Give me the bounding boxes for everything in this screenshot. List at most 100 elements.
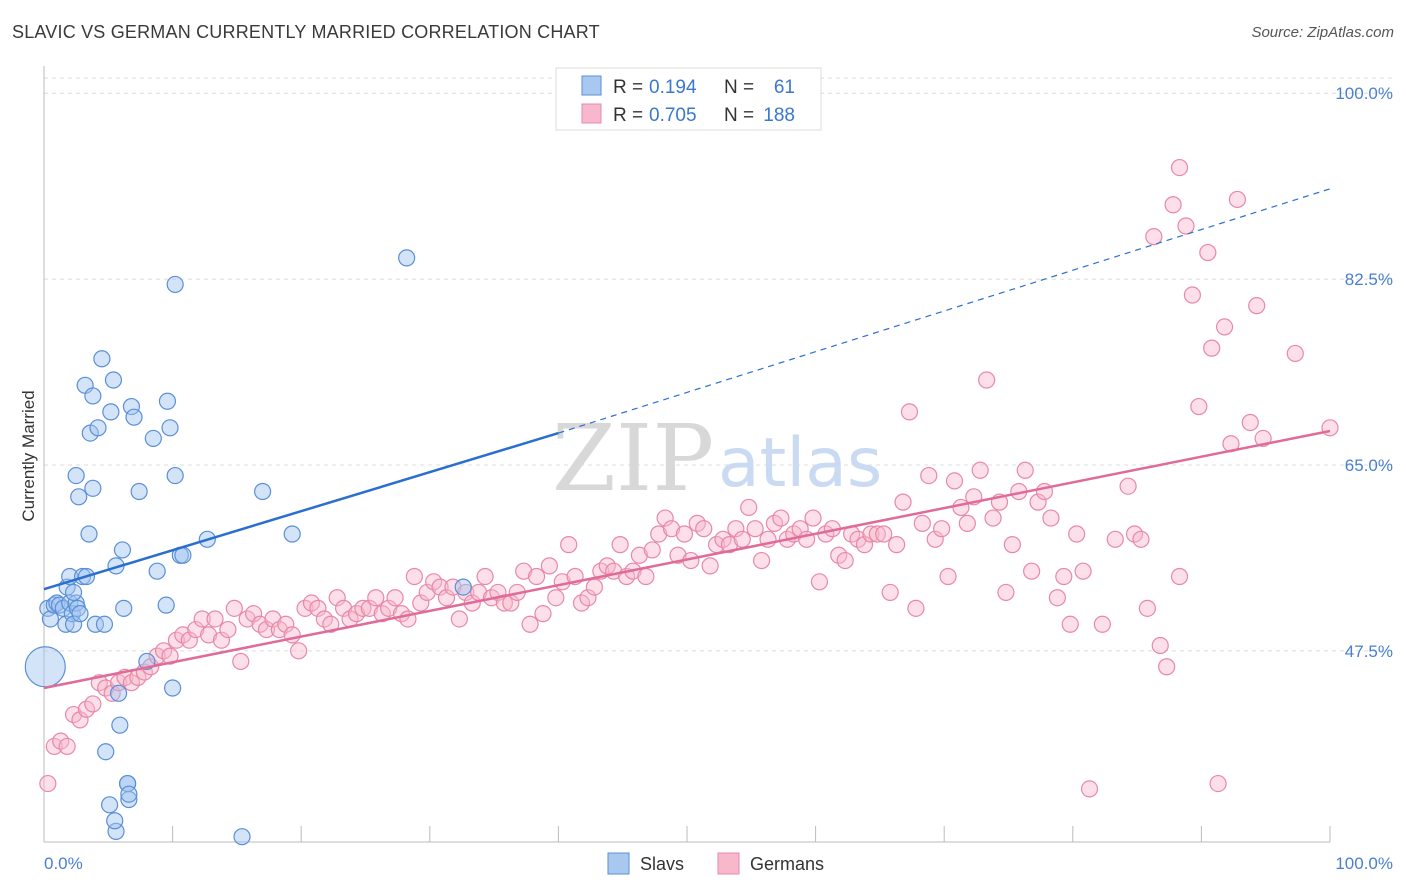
slavs-point [86, 615, 105, 633]
germans-point [933, 520, 951, 538]
germans-point [412, 594, 430, 612]
legend-n-label: N = [724, 77, 754, 98]
slavs-point [130, 482, 148, 501]
slavs-point [104, 371, 123, 389]
germans-point [875, 525, 893, 543]
germans-point [868, 525, 886, 543]
germans-point [1170, 567, 1189, 586]
slavs-trend-line [43, 431, 559, 591]
germans-point [1215, 318, 1234, 336]
germans-point [920, 466, 938, 485]
slavs-point [111, 716, 129, 734]
watermark-atlas: atlas [718, 424, 882, 503]
germans-point [1080, 780, 1099, 798]
bottom-legend-label-1: Germans [750, 854, 824, 874]
slavs-point [161, 419, 179, 437]
slavs-point [97, 743, 115, 761]
germans-point [939, 567, 957, 586]
slavs-point [398, 249, 416, 267]
x-tick-label-min: 0.0% [44, 854, 83, 873]
germans-point [1016, 461, 1034, 479]
germans-point [888, 536, 906, 554]
germans-point [1286, 344, 1304, 363]
germans-point [1138, 599, 1156, 617]
germans-point [58, 737, 76, 756]
slavs-point [106, 812, 124, 830]
germans-point [727, 520, 745, 538]
slavs-point [80, 525, 98, 543]
germans-point [360, 599, 378, 617]
germans-point [695, 520, 713, 538]
germans-point [1170, 158, 1189, 177]
slavs-point [148, 562, 166, 580]
germans-point [746, 520, 764, 538]
germans-point [984, 509, 1002, 527]
y-tick-label: 65.0% [1345, 456, 1393, 475]
legend-swatch [581, 75, 602, 96]
germans-point [740, 498, 758, 517]
slavs-point [454, 578, 472, 596]
germans-point [836, 551, 854, 570]
germans-point [405, 567, 423, 586]
slavs-point [84, 387, 102, 405]
germans-point [804, 509, 822, 527]
germans-point [1248, 297, 1266, 315]
germans-point [772, 509, 790, 527]
germans-point [560, 536, 578, 554]
series-slavs [24, 249, 472, 846]
germans-point [579, 589, 597, 607]
x-tick-label-max: 100.0% [1335, 854, 1393, 873]
germans-point [1074, 562, 1092, 580]
slavs-point [166, 275, 184, 294]
germans-point [180, 631, 198, 649]
germans-point [225, 599, 243, 617]
germans-point [662, 520, 681, 538]
germans-point [733, 530, 751, 548]
germans-point [952, 498, 970, 517]
slavs-point [283, 525, 301, 543]
germans-trend-line [43, 429, 1331, 690]
germans-point [1042, 509, 1060, 527]
germans-point [894, 493, 912, 511]
slavs-point [158, 392, 177, 410]
germans-point [907, 599, 925, 617]
germans-point [84, 695, 102, 713]
germans-point [1228, 190, 1247, 209]
germans-point [1203, 339, 1221, 357]
bottom-legend-swatch-1 [717, 852, 740, 875]
germans-point [1003, 536, 1021, 554]
source-label: Source: ZipAtlas.com [1251, 24, 1394, 41]
germans-point [380, 599, 398, 617]
bottom-legend-swatch-0 [607, 852, 630, 875]
trend-lines [43, 188, 1331, 690]
germans-point [540, 557, 558, 575]
tick-labels: 47.5% 65.0% 82.5% 100.0% 0.0% 100.0% Currently… [19, 84, 1393, 873]
germans-point [945, 472, 964, 490]
germans-point [431, 578, 449, 596]
germans-point [701, 557, 719, 575]
germans-point [978, 371, 996, 389]
germans-point [1106, 530, 1124, 548]
series-germans [39, 158, 1339, 798]
slavs-point [115, 599, 133, 617]
germans-point [277, 615, 295, 633]
germans-point [1093, 615, 1111, 633]
slavs-point [122, 397, 141, 416]
legend-r-label: R = [613, 105, 643, 126]
germans-point [1048, 589, 1066, 607]
germans-point [1241, 413, 1259, 432]
legend-n-value: 188 [763, 105, 795, 126]
slavs-point [109, 684, 128, 702]
y-tick-label: 47.5% [1345, 642, 1393, 661]
germans-point [1145, 228, 1163, 246]
germans-point [1199, 243, 1217, 262]
germans-point [1190, 397, 1208, 416]
germans-point [926, 530, 944, 548]
legend-n-value: 61 [774, 77, 795, 98]
germans-point [309, 599, 327, 617]
slavs-point [70, 488, 88, 506]
germans-point [656, 509, 674, 527]
slavs-point [100, 796, 119, 814]
chart-title: SLAVIC VS GERMAN CURRENTLY MARRIED CORRE… [12, 22, 600, 42]
germans-point [187, 620, 205, 639]
